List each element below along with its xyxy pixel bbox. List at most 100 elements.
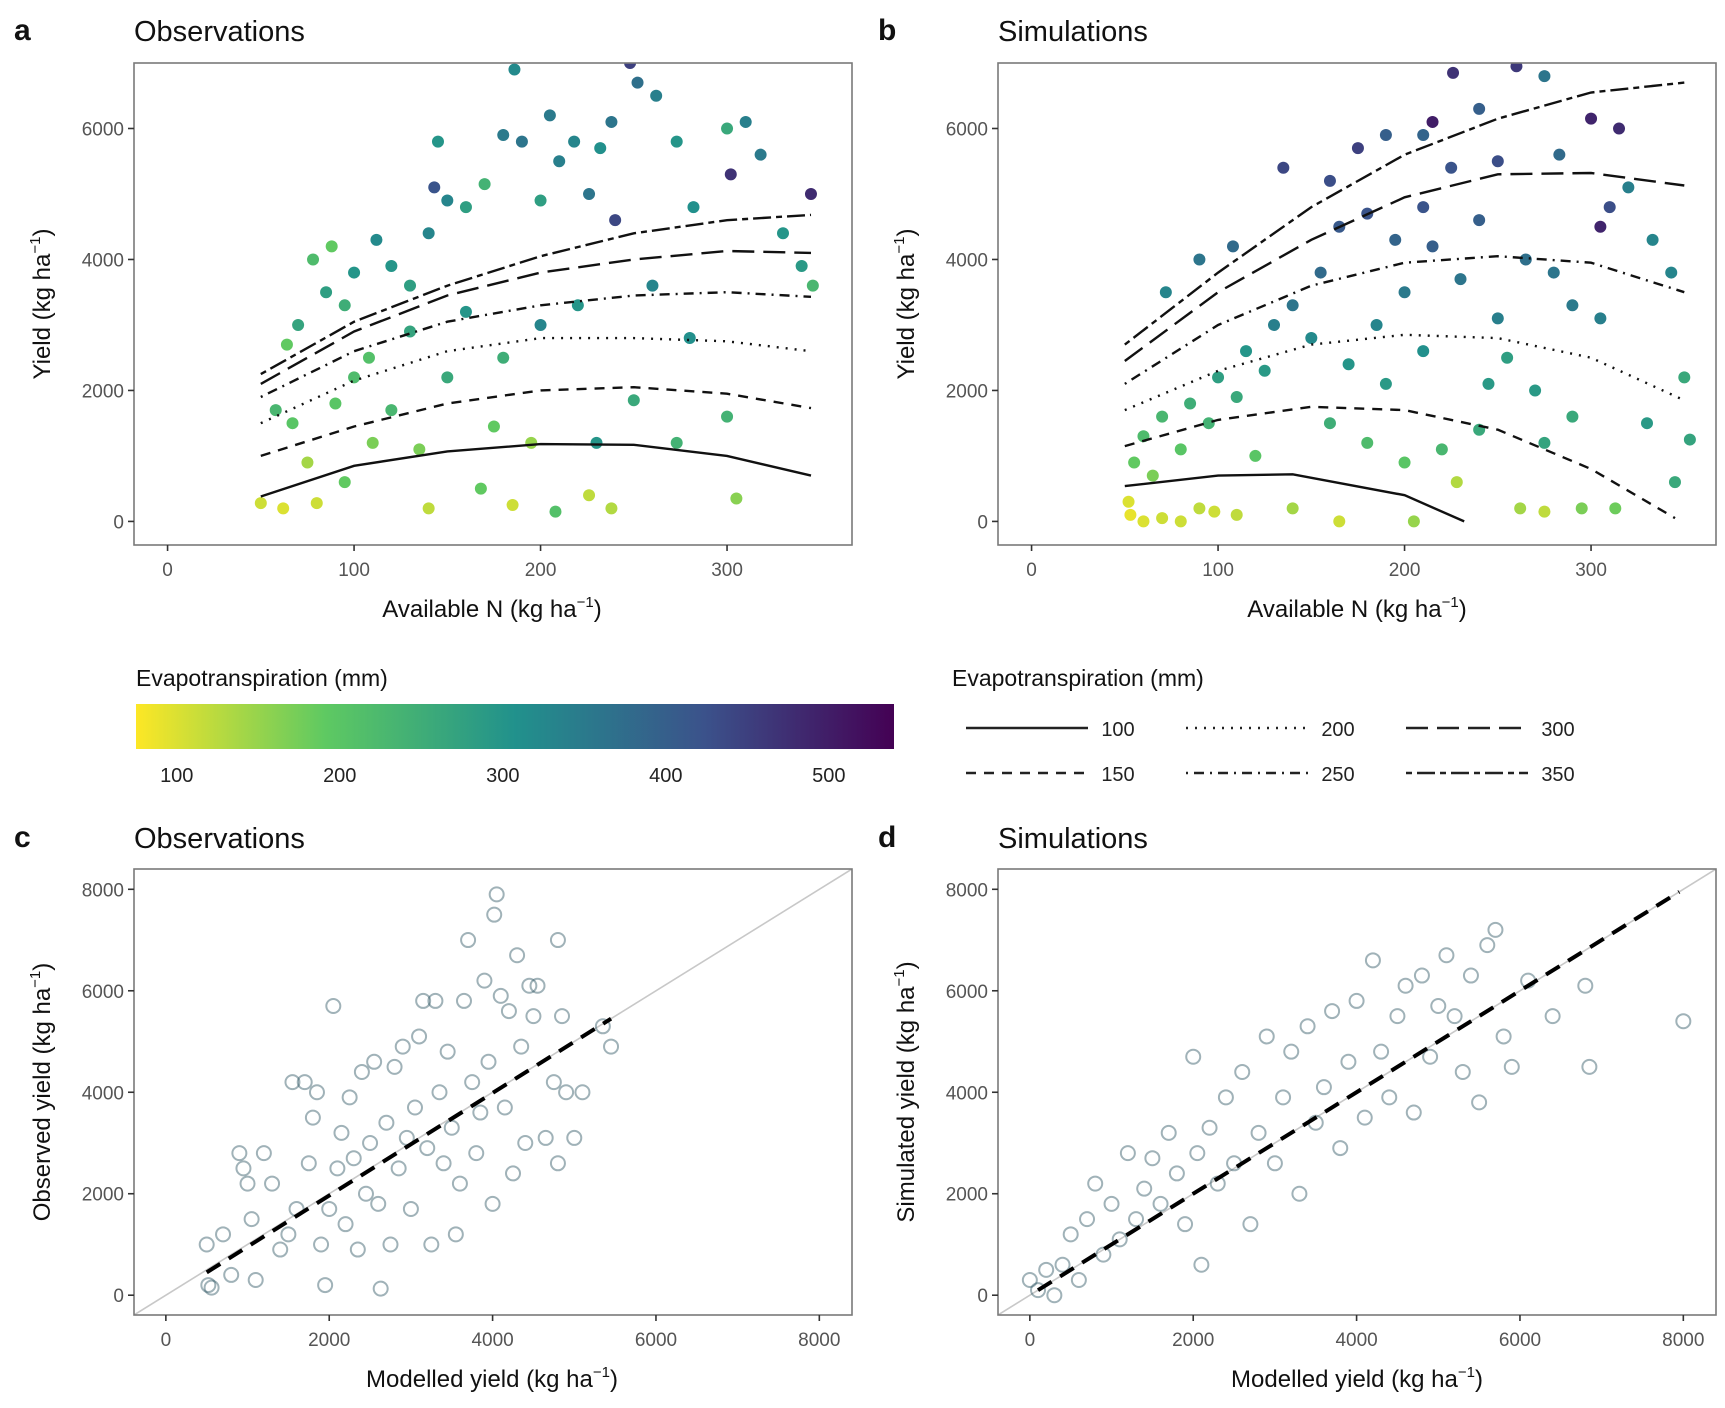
data-point [255, 1145, 272, 1162]
data-point [1356, 1109, 1373, 1126]
x-tick-label: 4000 [1335, 1330, 1377, 1351]
data-point [1373, 1043, 1390, 1060]
data-point [1646, 233, 1659, 246]
legend-label: 100 [1101, 719, 1134, 741]
data-point [646, 279, 659, 292]
x-tick-label: 100 [1202, 560, 1234, 581]
data-point [200, 1277, 217, 1294]
data-point [1124, 508, 1137, 521]
data-point [476, 972, 493, 989]
data-point [1407, 515, 1420, 528]
data-point [439, 1043, 456, 1060]
data-point [1413, 967, 1430, 984]
data-point [362, 1134, 379, 1151]
data-point [1193, 253, 1206, 266]
colorbar-tick-label: 400 [649, 765, 682, 787]
data-point [390, 1160, 407, 1177]
data-point [484, 1195, 501, 1212]
data-point [203, 1279, 220, 1296]
curve-et-300 [260, 249, 812, 385]
panel-d-plot-area [998, 869, 1716, 1315]
data-point [422, 502, 435, 515]
data-point [1283, 1043, 1300, 1060]
curve-et-250 [260, 290, 812, 399]
y-tick-label: 6000 [946, 982, 988, 1003]
y-tick-label: 2000 [82, 1185, 124, 1206]
data-point [1462, 967, 1479, 984]
curve-et-350 [1124, 81, 1685, 346]
data-point [353, 1063, 370, 1080]
data-point [1079, 1211, 1096, 1228]
x-tick-label: 2000 [308, 1330, 350, 1351]
data-point [1275, 1089, 1292, 1106]
data-point [1122, 495, 1135, 508]
data-point [406, 1099, 423, 1116]
data-point [1665, 266, 1678, 279]
data-point [509, 947, 526, 964]
data-point [231, 1145, 248, 1162]
colorbar-tick-label: 500 [812, 765, 845, 787]
data-point [1577, 977, 1594, 994]
data-point [338, 476, 351, 489]
data-point [441, 371, 454, 384]
data-point [1426, 240, 1439, 253]
data-point [239, 1175, 256, 1192]
data-point [1609, 502, 1622, 515]
data-point [1323, 174, 1336, 187]
data-point [553, 155, 566, 168]
data-point [1547, 266, 1560, 279]
data-point [627, 394, 640, 407]
data-point [1240, 345, 1253, 358]
data-point [1156, 512, 1169, 525]
data-point [1491, 155, 1504, 168]
data-point [423, 1236, 440, 1253]
data-point [1450, 476, 1463, 489]
data-point [464, 1074, 481, 1091]
data-point [594, 142, 607, 155]
data-point [1208, 505, 1221, 518]
data-point [402, 1200, 419, 1217]
data-point [372, 1280, 389, 1297]
data-point [1189, 1145, 1206, 1162]
data-point [1230, 508, 1243, 521]
data-point [670, 135, 683, 148]
colorbar [136, 704, 894, 749]
data-point [1503, 1058, 1520, 1075]
data-point [317, 1277, 334, 1294]
panel-b-title: Simulations [998, 16, 1148, 48]
data-point [1566, 299, 1579, 312]
data-point [1491, 312, 1504, 325]
data-point [1397, 977, 1414, 994]
data-point [415, 992, 432, 1009]
data-point [292, 318, 305, 331]
data-point [385, 404, 398, 417]
data-point [1585, 112, 1598, 125]
data-point [1314, 266, 1327, 279]
curve-et-200 [260, 336, 812, 425]
data-point [269, 404, 282, 417]
linetype-legend-title: Evapotranspiration (mm) [952, 665, 1204, 691]
colorbar-ticks: 100 200 300 400 500 [160, 765, 845, 787]
curve-et-250 [1124, 254, 1685, 385]
data-point [1348, 992, 1365, 1009]
panel-a-xlabel: Available N (kg ha−1) [382, 594, 601, 623]
data-point [1030, 1282, 1047, 1299]
x-tick-label: 6000 [1499, 1330, 1541, 1351]
data-point [1417, 345, 1430, 358]
data-point [345, 1150, 362, 1167]
data-point [1538, 70, 1551, 83]
data-point [1095, 1246, 1112, 1263]
data-point [1446, 1008, 1463, 1025]
data-point [583, 489, 596, 502]
data-point [605, 502, 618, 515]
curve-et-100 [260, 442, 812, 498]
data-point [321, 1200, 338, 1217]
data-point [284, 1074, 301, 1091]
data-point [594, 1018, 611, 1035]
fit-line [1036, 890, 1681, 1292]
data-point [506, 499, 519, 512]
data-point [1405, 1104, 1422, 1121]
panel-b: 0 100 200 300 0 2000 4000 6000 [946, 62, 1717, 581]
data-point [1538, 436, 1551, 449]
x-tick-label: 0 [1026, 560, 1037, 581]
